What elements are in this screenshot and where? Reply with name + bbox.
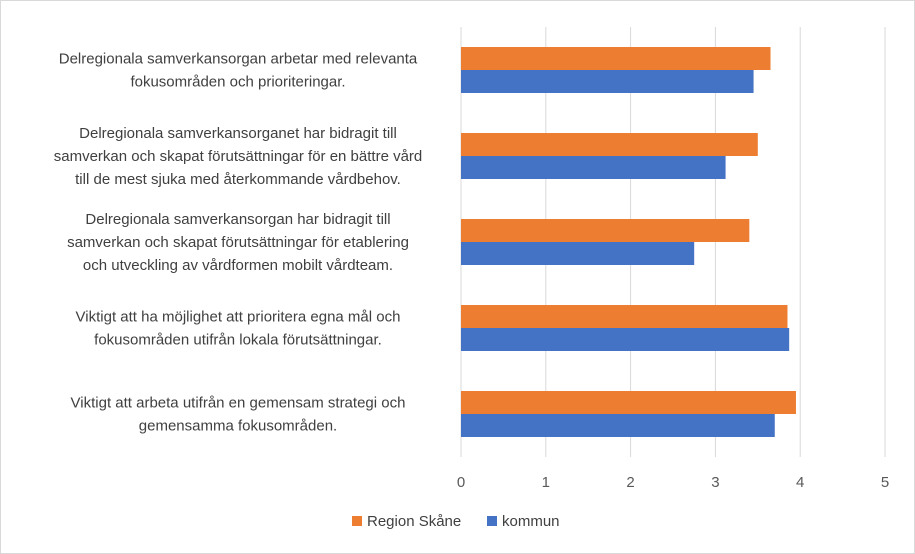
bar-kommun-4 [461,328,790,351]
x-tick-label: 0 [457,474,465,491]
category-label-line: Delregionala samverkansorganet har bidra… [79,125,397,142]
category-label-line: samverkan och skapat förutsättningar för… [67,234,409,251]
category-label-1: Delregionala samverkansorgan arbetar med… [59,51,418,91]
legend-label-kommun: kommun [502,513,560,530]
bar-region-skane-1 [461,47,771,70]
bar-region-skane-5 [461,391,796,414]
bar-region-skane-2 [461,133,758,156]
category-label-line: gemensamma fokusområden. [139,418,337,435]
x-tick-label: 5 [881,474,889,491]
bar-kommun-1 [461,70,754,93]
gridlines [460,27,886,457]
x-tick-label: 2 [626,474,634,491]
bar-region-skane-4 [461,305,788,328]
bars [461,47,796,437]
bar-kommun-3 [461,242,695,265]
bar-kommun-5 [461,414,775,437]
category-label-5: Viktigt att arbeta utifrån en gemensam s… [71,395,406,435]
category-label-4: Viktigt att ha möjlighet att prioritera … [76,309,401,349]
x-tick-labels: 0 1 2 3 4 5 [457,474,889,491]
category-label-line: samverkan och skapat förutsättningar för… [54,148,423,165]
bar-kommun-2 [461,156,726,179]
category-label-line: Viktigt att arbeta utifrån en gemensam s… [71,395,406,412]
x-tick-label: 1 [542,474,550,491]
category-label-line: Delregionala samverkansorgan arbetar med… [59,51,418,68]
category-label-line: Delregionala samverkansorgan har bidragi… [85,211,390,228]
category-label-3: Delregionala samverkansorgan har bidragi… [67,211,409,274]
category-label-line: Viktigt att ha möjlighet att prioritera … [76,309,401,326]
category-labels: Delregionala samverkansorgan arbetar med… [54,51,423,435]
category-label-line: fokusområden och prioriteringar. [130,74,345,91]
x-tick-label: 3 [711,474,719,491]
x-tick-label: 4 [796,474,804,491]
legend-swatch-kommun [487,516,497,526]
category-label-2: Delregionala samverkansorganet har bidra… [54,125,423,188]
legend-swatch-region-skane [352,516,362,526]
legend: Region Skåne kommun [352,513,560,530]
category-label-line: till de mest sjuka med återkommande vård… [75,171,401,188]
category-label-line: och utveckling av vårdformen mobilt vård… [83,257,393,274]
bar-region-skane-3 [461,219,750,242]
category-label-line: fokusområden utifrån lokala förutsättnin… [94,332,382,349]
legend-label-region-skane: Region Skåne [367,513,461,530]
